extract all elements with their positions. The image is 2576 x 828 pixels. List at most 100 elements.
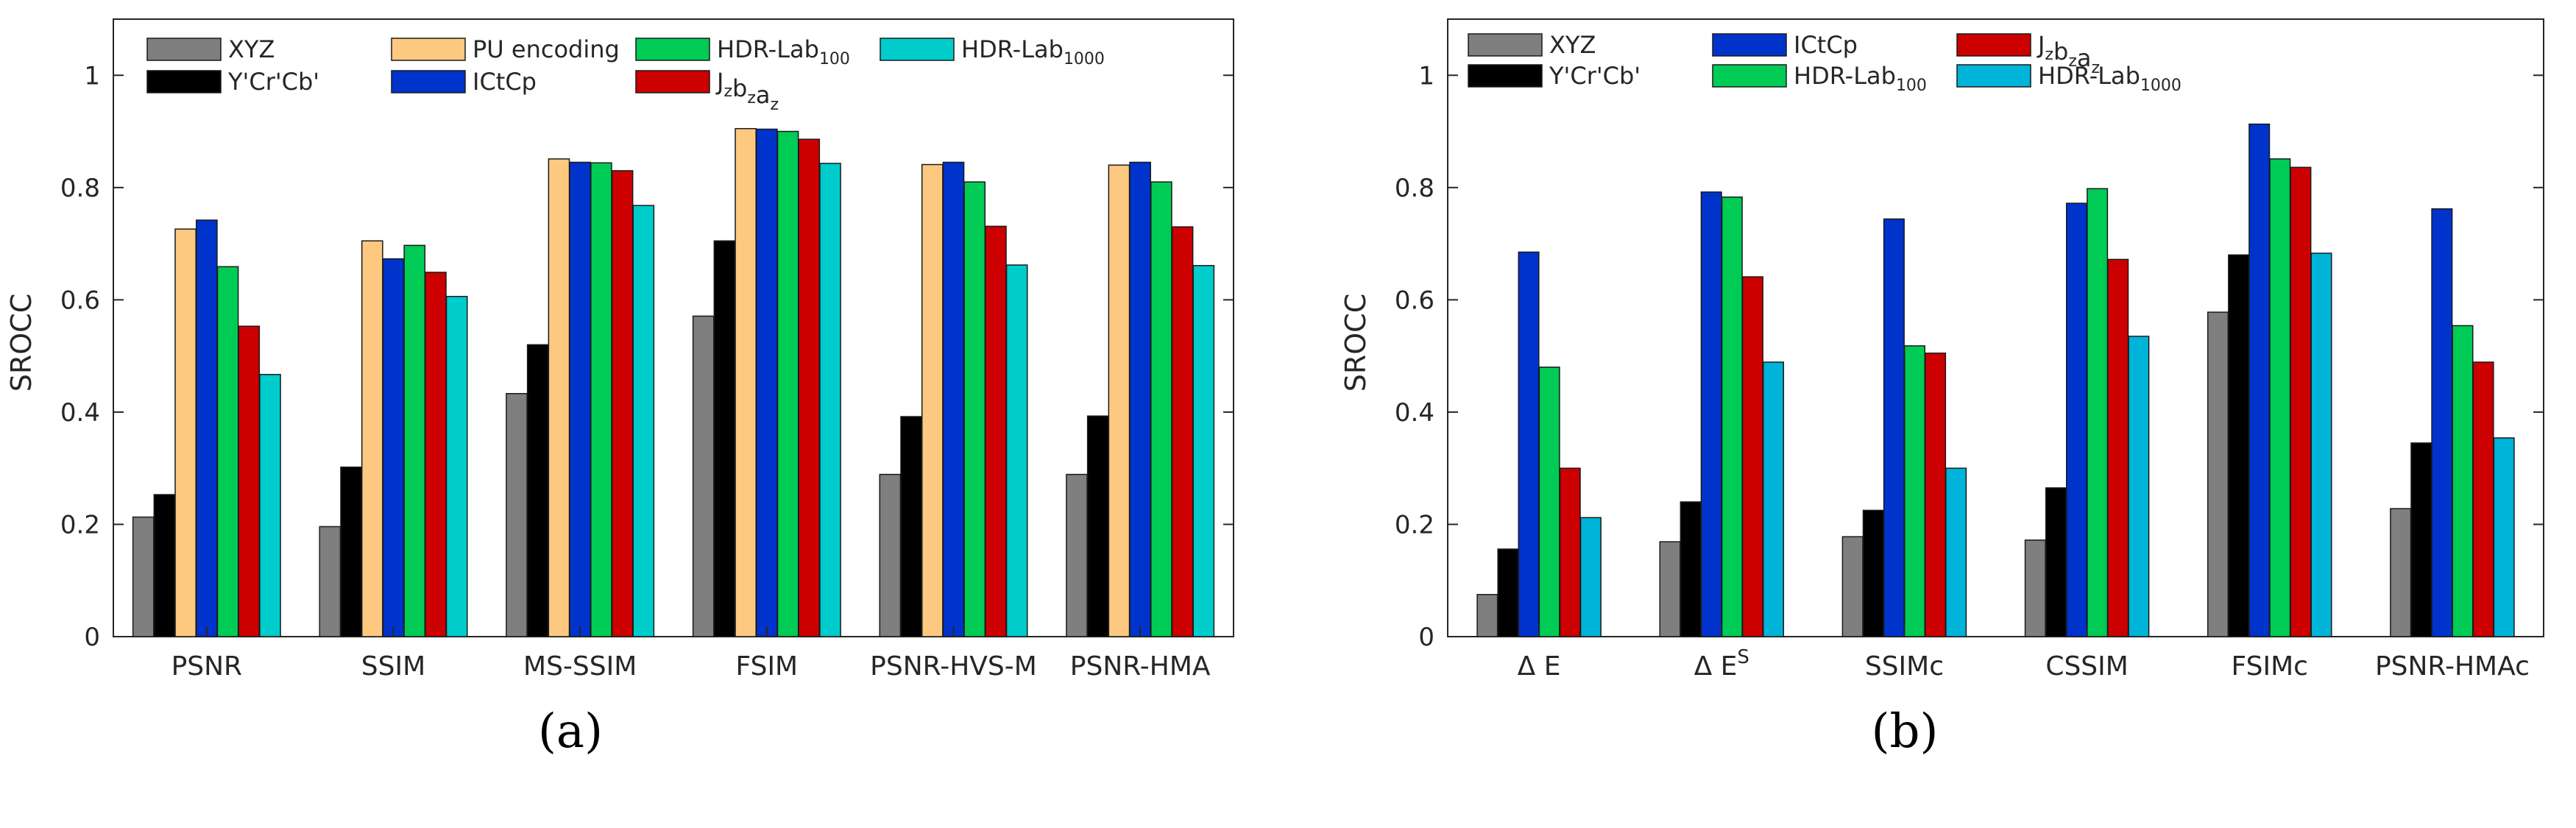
bar-ssim-y-cr-cb [340, 466, 362, 637]
bar-fsim-hdr-lab1000 [819, 163, 841, 637]
x-tick-label-fsim: FSIM [736, 651, 799, 682]
bar-psnr-pu-encoding [174, 228, 197, 637]
legend-label-y-cr-cb: Y'Cr'Cb' [1549, 62, 1641, 90]
y-tick-label: 0 [84, 623, 100, 652]
bar-fsim-xyz [692, 315, 715, 637]
legend-swatch-y-cr-cb [1468, 64, 1543, 88]
bar-psnr-hvs-m-y-cr-cb [900, 416, 922, 637]
bar-ssim-jzbzaz [425, 272, 447, 637]
x-tick-label-psnr-hma: PSNR-HMA [1070, 651, 1211, 682]
legend-label-ictcp: ICtCp [1794, 31, 1858, 59]
x-tick-label-fsimc: FSIMc [2232, 651, 2308, 682]
legend-swatch-xyz [1468, 33, 1543, 57]
bar-ssimc-hdr-lab1000 [1945, 467, 1967, 637]
bar-psnr-ictcp [196, 219, 218, 637]
x-tick-label-psnr-hvs-m: PSNR-HVS-M [870, 651, 1037, 682]
bar-psnr-hmac-hdr-lab1000 [2493, 437, 2515, 637]
legend-swatch-jzbzaz [635, 70, 710, 93]
y-tick-label: 0.8 [1395, 174, 1434, 203]
x-tick-label-psnr-hmac: PSNR-HMAc [2375, 651, 2530, 682]
bar-fsimc-ictcp [2248, 123, 2271, 637]
legend-swatch-ictcp [391, 70, 466, 93]
legend-swatch-y-cr-cb [146, 70, 222, 93]
bar-psnr-hmac-y-cr-cb [2410, 442, 2432, 637]
bar-fsimc-y-cr-cb [2228, 254, 2250, 637]
legend-swatch-hdr-lab1000 [1956, 64, 2031, 88]
bar-psnr-hvs-m-ictcp [942, 161, 965, 637]
plot-area [1447, 18, 2544, 637]
bar-cssim-xyz [2024, 539, 2046, 637]
bar-psnr-hvs-m-jzbzaz [985, 225, 1007, 637]
bar-ms-ssim-xyz [506, 392, 528, 637]
bar-cssim-ictcp [2066, 202, 2088, 637]
legend-swatch-xyz [146, 38, 222, 61]
bar-ms-ssim-y-cr-cb [526, 344, 549, 637]
legend-label-xyz: XYZ [228, 35, 275, 63]
bar-ssim-hdr-lab100 [403, 244, 426, 637]
y-axis-label: SROCC [1340, 294, 1372, 392]
bar-psnr-hdr-lab100 [216, 266, 239, 637]
bar-ssimc-y-cr-cb [1862, 509, 1884, 637]
chart-panel-b: 0 0.2 0.4 0.6 0.8 1 SROCC Δ E Δ ES SSIMc CSSIM FSIM… [1340, 18, 2544, 682]
x-tick-label-ssimc: SSIMc [1865, 651, 1944, 682]
legend-swatch-pu-encoding [391, 38, 466, 61]
bar-psnr-y-cr-cb [153, 494, 176, 637]
bar-psnr-hma-xyz [1066, 473, 1088, 637]
y-tick-label: 0.6 [60, 286, 100, 315]
bar-psnr-jzbzaz [238, 325, 261, 637]
bar-psnr-hvs-m-pu-encoding [921, 163, 944, 637]
bar-ssimc-xyz [1841, 536, 1864, 637]
legend-label-xyz: XYZ [1549, 31, 1596, 59]
bar-psnr-hma-hdr-lab1000 [1192, 265, 1215, 637]
bar-e-y-cr-cb [1497, 548, 1519, 637]
bar-ms-ssim-hdr-lab1000 [632, 205, 655, 637]
chart-panel-a: 0 0.2 0.4 0.6 0.8 1 SROCC PSNR SSIM MS-SSIM FSIM PS… [5, 18, 1234, 682]
bar-psnr-hma-jzbzaz [1171, 226, 1194, 637]
bar-psnr-hvs-m-hdr-lab100 [963, 181, 986, 637]
x-tick-label-psnr: PSNR [171, 651, 243, 682]
bar-ssimc-hdr-lab100 [1903, 345, 1925, 637]
bar-psnr-hmac-jzbzaz [2472, 361, 2494, 637]
legend: XYZY'Cr'Cb'ICtCpHDR-Lab100JzbzazHDR-Lab1… [1468, 31, 2182, 95]
legend-label-pu-encoding: PU encoding [473, 35, 620, 63]
legend-label-y-cr-cb: Y'Cr'Cb' [227, 68, 319, 96]
y-tick-label: 0 [1418, 623, 1434, 652]
y-tick-label: 0.6 [1395, 286, 1434, 315]
legend-swatch-hdr-lab1000 [880, 38, 955, 61]
bar-fsimc-hdr-lab1000 [2310, 252, 2332, 637]
x-tick-label-ssim: SSIM [361, 651, 425, 682]
bar-ssim-ictcp [382, 258, 405, 637]
bar-fsim-ictcp [756, 128, 778, 637]
legend-swatch-jzbzaz [1956, 33, 2031, 57]
y-tick-label: 0.2 [1395, 510, 1434, 539]
bar-psnr-hvs-m-xyz [879, 473, 902, 637]
bar-psnr-hvs-m-hdr-lab1000 [1005, 264, 1028, 637]
y-axis-label: SROCC [5, 294, 38, 392]
bar-ms-ssim-ictcp [569, 161, 591, 637]
bar-e-jzbzaz [1559, 467, 1581, 637]
y-tick-label: 0.2 [60, 510, 100, 539]
panel-label-a: (a) [538, 704, 603, 759]
bar-ssim-pu-encoding [361, 240, 383, 637]
bar-cssim-y-cr-cb [2045, 487, 2067, 637]
bar-fsimc-xyz [2207, 311, 2229, 637]
bar-e-hdr-lab1000 [1579, 517, 1602, 637]
bar-ms-ssim-hdr-lab100 [590, 162, 612, 637]
bar-psnr-hma-pu-encoding [1108, 164, 1130, 637]
bar-e-ictcp [1518, 251, 1540, 637]
bar-fsim-hdr-lab100 [776, 130, 799, 637]
bar-ms-ssim-jzbzaz [611, 170, 634, 637]
bar-psnr-hmac-ictcp [2431, 208, 2453, 637]
y-tick-label: 0.4 [60, 398, 100, 428]
panel-label-b: (b) [1872, 704, 1939, 759]
bar-es-y-cr-cb [1680, 501, 1702, 637]
y-tick-label: 0.4 [1395, 398, 1434, 428]
bar-ssimc-ictcp [1883, 218, 1905, 637]
bar-ssim-hdr-lab1000 [445, 296, 468, 637]
bar-fsimc-hdr-lab100 [2269, 158, 2291, 637]
bar-ssimc-jzbzaz [1925, 353, 1947, 637]
bar-psnr-hdr-lab1000 [259, 374, 281, 637]
x-tick-label-ms-ssim: MS-SSIM [523, 651, 637, 682]
